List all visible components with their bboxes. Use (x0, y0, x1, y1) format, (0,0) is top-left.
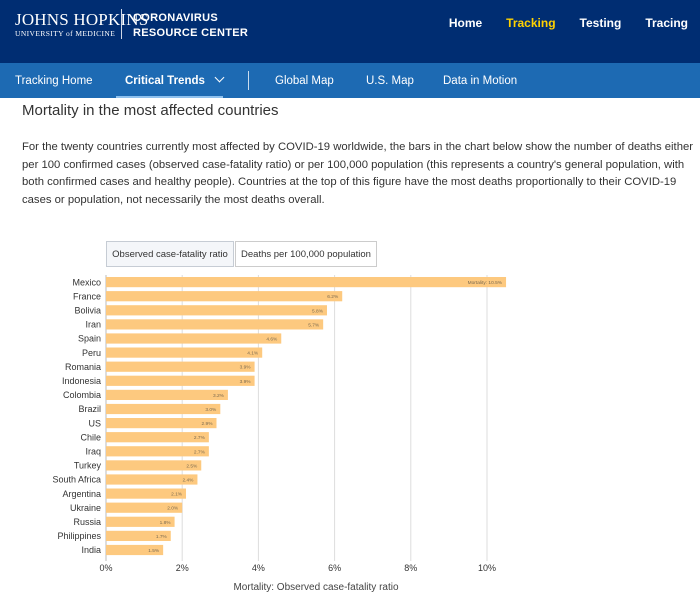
bar-south-africa[interactable] (106, 474, 198, 485)
country-label: Mexico (72, 277, 101, 287)
resource-center-line1: CORONAVIRUS (133, 12, 218, 24)
nav-tracking[interactable]: Tracking (506, 16, 556, 30)
sub-nav: Tracking Home Critical Trends Global Map… (0, 63, 700, 98)
bar-chile[interactable] (106, 432, 209, 443)
data-label: 4.1% (247, 351, 259, 357)
bar-spain[interactable] (106, 333, 282, 344)
country-label: Peru (82, 348, 101, 358)
x-tick-label: 0% (99, 563, 112, 573)
data-label: 2.5% (186, 463, 198, 469)
subnav-global-map[interactable]: Global Map (275, 75, 334, 87)
data-label: 3.0% (205, 407, 217, 413)
x-tick-label: 8% (404, 563, 417, 573)
bar-argentina[interactable] (106, 488, 187, 499)
subnav-data-in-motion[interactable]: Data in Motion (443, 75, 518, 87)
bar-india[interactable] (106, 544, 164, 556)
resource-center-line2: RESOURCE CENTER (133, 27, 249, 39)
data-label: 1.7% (156, 534, 168, 540)
data-label: 4.6% (266, 337, 278, 343)
bar-colombia[interactable] (106, 389, 228, 400)
country-label: Spain (78, 334, 101, 344)
bar-ukraine[interactable] (106, 502, 183, 513)
top-nav: Home Tracking Testing Tracing (437, 16, 700, 30)
country-label: Chile (80, 432, 101, 442)
country-label: Romania (65, 362, 101, 372)
bar-iraq[interactable] (106, 446, 209, 457)
bar-france[interactable] (106, 291, 343, 302)
subnav-us-map[interactable]: U.S. Map (366, 75, 414, 87)
subnav-separator (248, 71, 249, 90)
chevron-down-icon[interactable] (214, 72, 225, 83)
bar-us[interactable] (106, 418, 217, 429)
x-tick-label: 10% (478, 563, 496, 573)
x-tick-label: 2% (176, 563, 189, 573)
site-header: JOHNS HOPKINS UNIVERSITY of MEDICINE COR… (0, 0, 700, 63)
logo-divider (121, 9, 122, 39)
data-label: 2.0% (167, 506, 179, 512)
bar-russia[interactable] (106, 516, 175, 527)
bar-philippines[interactable] (106, 530, 171, 541)
data-label: 5.8% (312, 308, 324, 314)
country-label: Russia (73, 517, 101, 527)
toggle-deaths-per-100k[interactable]: Deaths per 100,000 population (235, 241, 377, 267)
logo-sub-text: UNIVERSITY of MEDICINE (15, 29, 116, 38)
data-label: 1.5% (148, 548, 160, 554)
jhu-logo[interactable]: JOHNS HOPKINS UNIVERSITY of MEDICINE (15, 10, 148, 39)
data-label: 5.7% (308, 322, 320, 328)
x-tick-label: 6% (328, 563, 341, 573)
data-label: 2.7% (194, 435, 206, 441)
country-label: US (88, 418, 101, 428)
logo-main-text: JOHNS HOPKINS (15, 10, 149, 29)
country-label: India (81, 545, 101, 555)
mortality-bar-chart: Mexico Mortality: 10.5% France 6.2% Bolivia 5… (52, 275, 507, 593)
country-label: Colombia (63, 390, 101, 400)
country-label: Turkey (74, 461, 102, 471)
bar-turkey[interactable] (106, 460, 202, 471)
data-label: 3.9% (240, 365, 252, 371)
data-label: 2.1% (171, 492, 183, 498)
country-label: Bolivia (74, 306, 101, 316)
country-label: South Africa (52, 475, 101, 485)
bar-brazil[interactable] (106, 403, 221, 415)
country-label: Iran (85, 320, 101, 330)
data-label: 2.9% (202, 421, 214, 427)
data-label: 2.4% (183, 478, 195, 484)
x-axis-title: Mortality: Observed case-fatality ratio (233, 582, 398, 593)
country-label: Philippines (57, 531, 101, 541)
bar-romania[interactable] (106, 361, 255, 372)
section-description: For the twenty countries currently most … (22, 141, 694, 206)
data-label: 3.2% (213, 393, 225, 399)
country-label: France (73, 291, 101, 301)
bar-indonesia[interactable] (106, 375, 255, 386)
subnav-critical-trends[interactable]: Critical Trends (125, 72, 225, 87)
bar-iran[interactable] (106, 319, 324, 330)
data-label: Mortality: 10.5% (468, 280, 503, 286)
country-label: Brazil (78, 404, 101, 414)
country-label: Ukraine (70, 503, 101, 513)
bar-peru[interactable] (106, 347, 263, 358)
toggle-case-fatality-ratio[interactable]: Observed case-fatality ratio (106, 241, 234, 267)
data-label: 1.8% (160, 520, 172, 526)
country-label: Indonesia (62, 376, 101, 386)
country-label: Iraq (85, 447, 101, 457)
subnav-active-underline (116, 96, 223, 98)
data-label: 2.7% (194, 449, 206, 455)
resource-center-title[interactable]: CORONAVIRUS RESOURCE CENTER (133, 11, 248, 41)
nav-home[interactable]: Home (448, 16, 483, 30)
bar-bolivia[interactable] (106, 305, 327, 316)
subnav-tracking-home[interactable]: Tracking Home (15, 75, 93, 87)
data-label: 3.9% (240, 379, 252, 385)
subnav-critical-trends-label: Critical Trends (125, 75, 205, 87)
data-label: 6.2% (327, 294, 339, 300)
section-title: Mortality in the most affected countries (22, 102, 279, 119)
bar-mexico[interactable] (106, 277, 507, 288)
nav-tracing[interactable]: Tracing (645, 16, 688, 30)
country-label: Argentina (62, 489, 101, 499)
nav-testing[interactable]: Testing (579, 16, 622, 30)
x-tick-label: 4% (252, 563, 265, 573)
